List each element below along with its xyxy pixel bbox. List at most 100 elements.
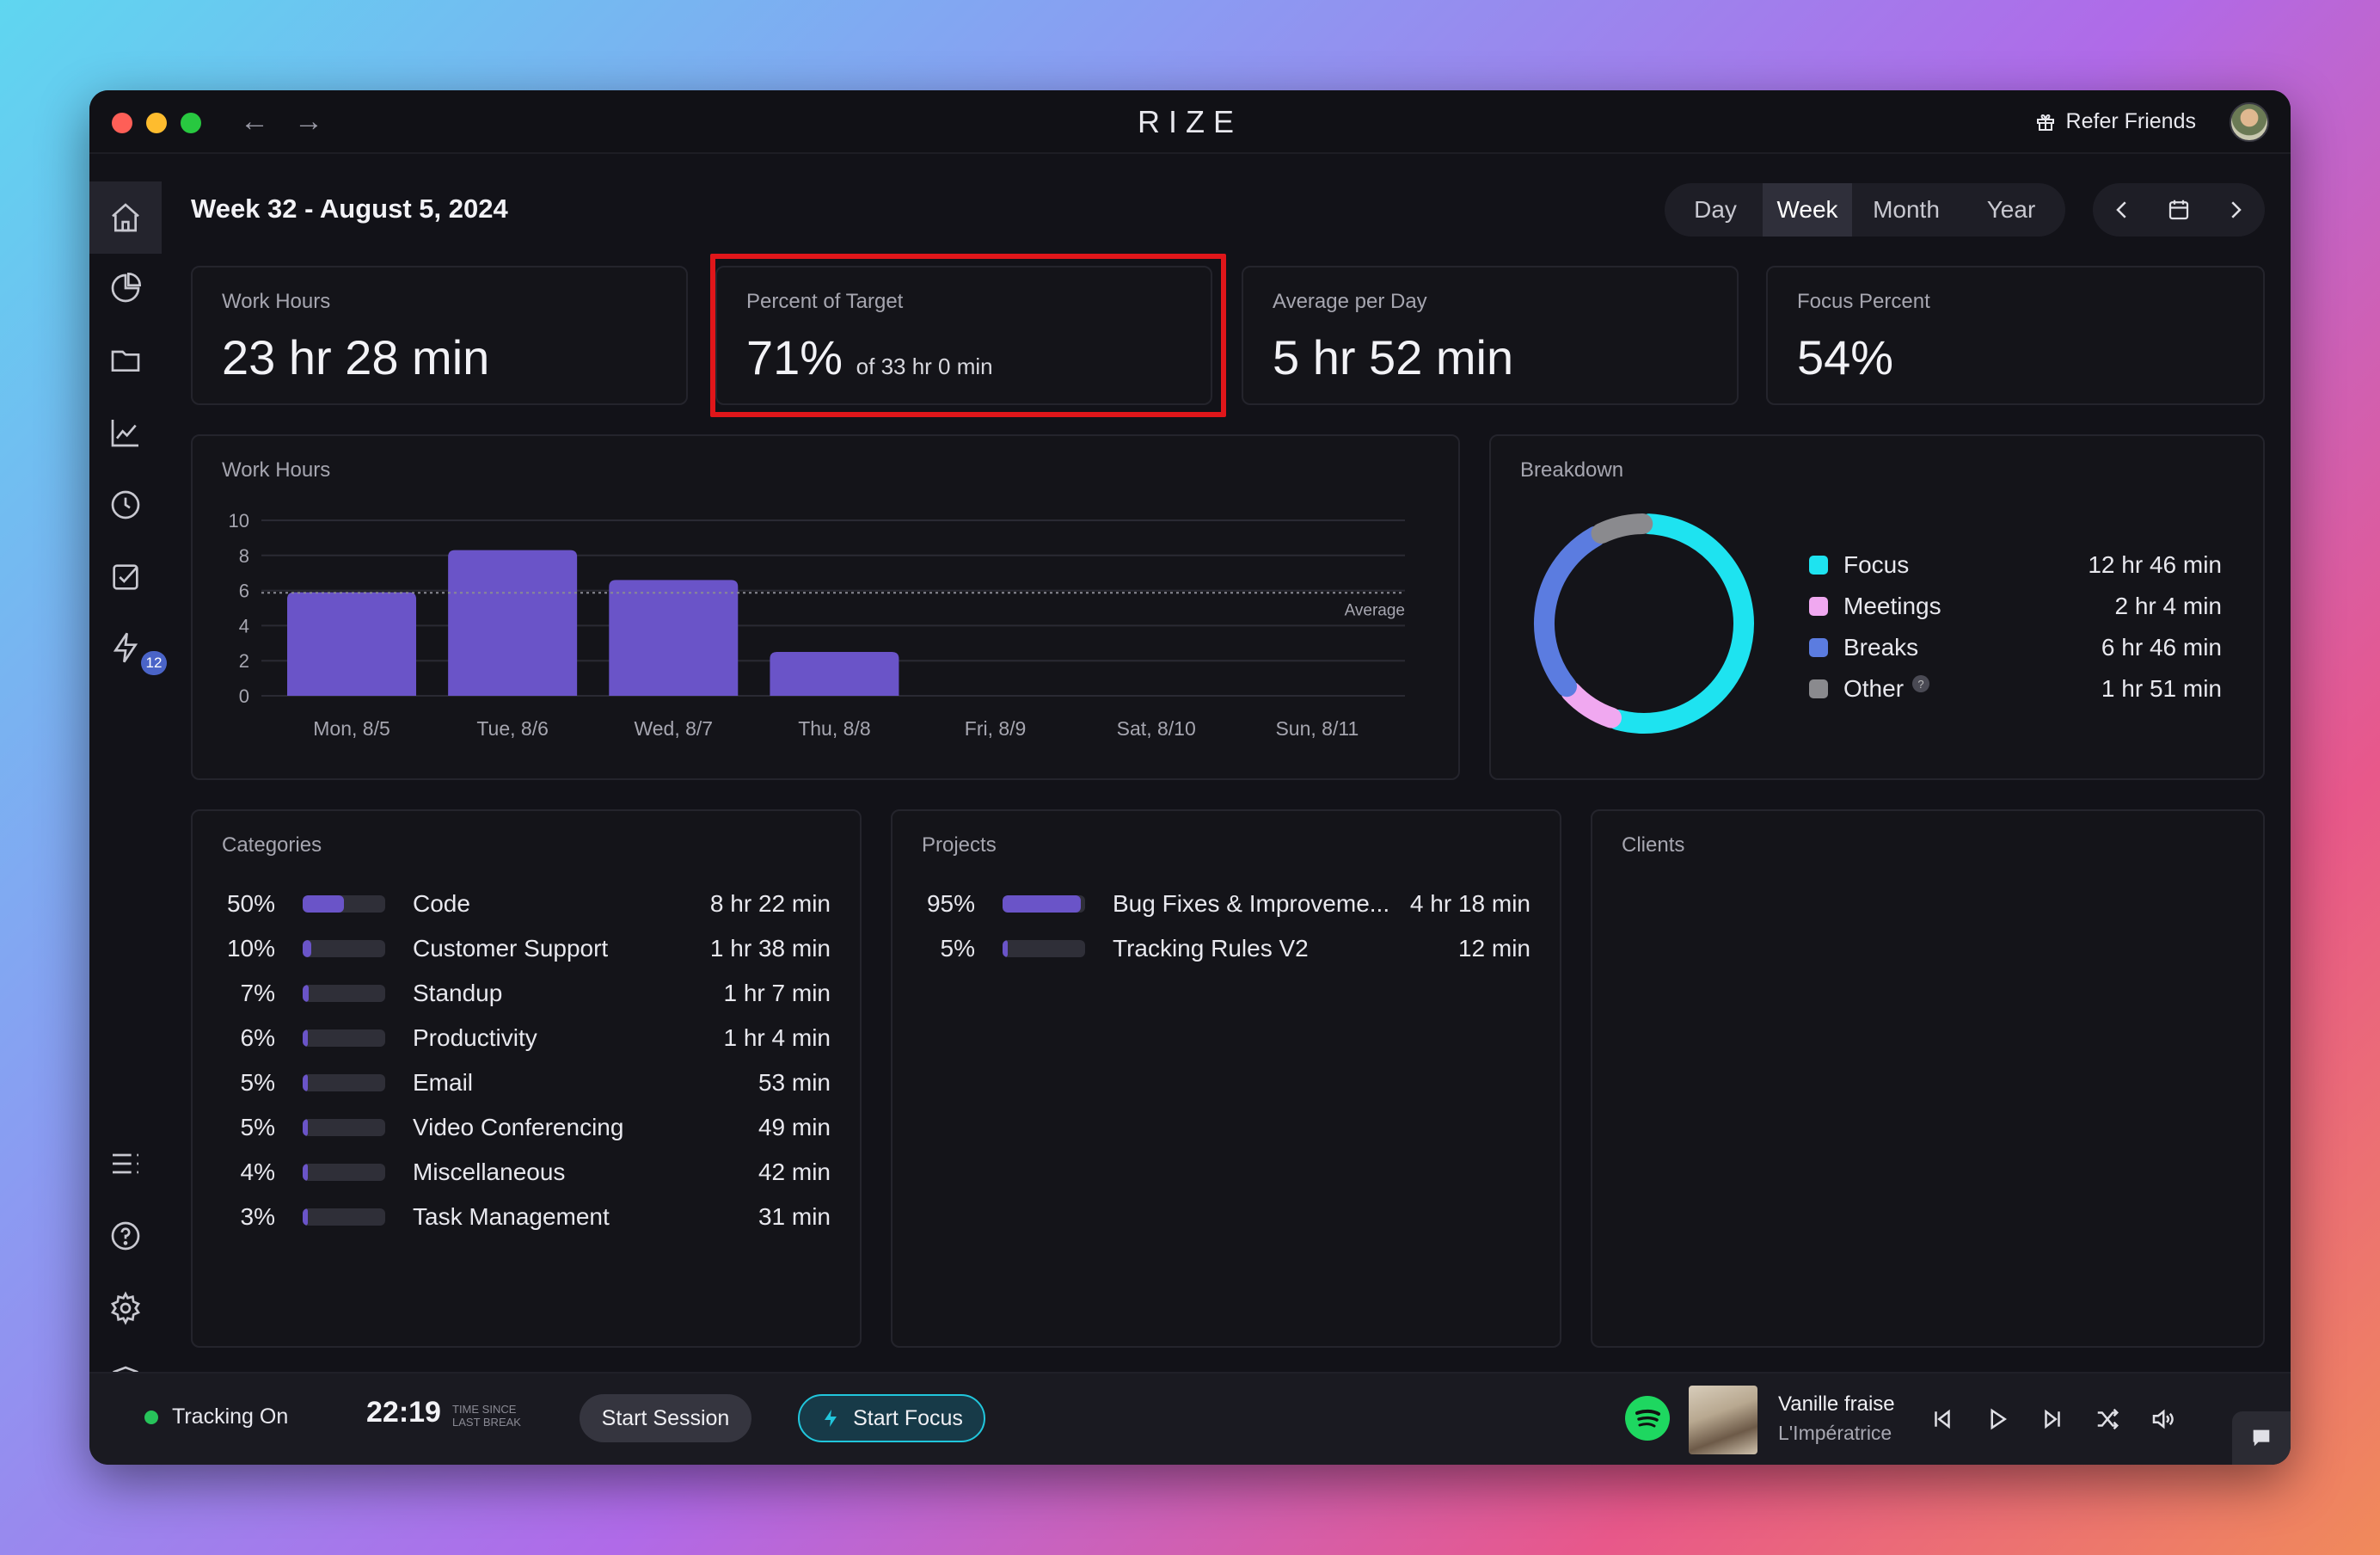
clients-card: Clients — [1591, 809, 2265, 1348]
help-circle-icon[interactable]: ? — [1912, 675, 1930, 692]
category-row[interactable]: 5% Video Conferencing 49 min — [224, 1110, 831, 1145]
home-icon[interactable] — [107, 199, 144, 237]
stat-card-average-per-day: Average per Day 5 hr 52 min — [1242, 266, 1739, 405]
highlight-box — [710, 254, 1226, 417]
chat-icon[interactable] — [2232, 1411, 2291, 1465]
timer-caption-line: TIME SINCE — [452, 1403, 517, 1416]
category-row[interactable]: 5% Email 53 min — [224, 1066, 831, 1100]
legend-name: Breaks — [1843, 634, 1919, 661]
app-window: ← → RIZE Refer Friends 12 — [89, 90, 2291, 1465]
previous-track-icon[interactable] — [1926, 1403, 1959, 1435]
category-time: 53 min — [758, 1069, 831, 1096]
category-row[interactable]: 7% Standup 1 hr 7 min — [224, 976, 831, 1011]
refer-friends-button[interactable]: Refer Friends — [2035, 109, 2196, 134]
category-progress-fill — [303, 1074, 308, 1091]
category-progress-fill — [303, 1208, 308, 1226]
category-name: Productivity — [413, 1024, 537, 1051]
chevron-left-icon[interactable] — [2105, 193, 2139, 227]
x-tick-label: Thu, 8/8 — [798, 717, 870, 740]
calendar-icon[interactable] — [2162, 193, 2196, 227]
project-row[interactable]: 5% Tracking Rules V2 12 min — [923, 931, 1530, 966]
donut-segment — [1534, 526, 1606, 698]
category-name: Miscellaneous — [413, 1159, 566, 1185]
category-percent: 5% — [240, 1114, 275, 1140]
minimize-window-button[interactable] — [146, 113, 167, 133]
spotify-icon[interactable] — [1625, 1396, 1670, 1441]
bar — [609, 580, 739, 696]
category-row[interactable]: 3% Task Management 31 min — [224, 1200, 831, 1234]
forward-arrow-icon[interactable]: → — [294, 105, 323, 138]
category-row[interactable]: 6% Productivity 1 hr 4 min — [224, 1021, 831, 1055]
clock-icon[interactable] — [107, 486, 144, 524]
user-avatar[interactable] — [2230, 102, 2269, 142]
x-tick-label: Tue, 8/6 — [476, 717, 549, 740]
category-progress-bar — [303, 895, 385, 913]
legend-name: Other — [1843, 675, 1905, 702]
timer-caption: TIME SINCE LAST BREAK — [452, 1403, 521, 1429]
period-week-tab[interactable]: Week — [1763, 183, 1852, 237]
project-name: Tracking Rules V2 — [1113, 935, 1309, 962]
project-progress-bar — [1003, 895, 1085, 913]
lightning-icon[interactable]: 12 — [107, 629, 167, 675]
category-row[interactable]: 50% Code 8 hr 22 min — [224, 887, 831, 921]
date-navigator — [2093, 183, 2265, 237]
category-name: Code — [413, 890, 470, 917]
category-percent: 10% — [226, 935, 275, 962]
category-percent: 50% — [226, 890, 275, 917]
line-chart-icon[interactable] — [107, 414, 144, 452]
timer-caption-line: LAST BREAK — [452, 1416, 521, 1429]
donut-segment — [1591, 513, 1653, 544]
period-day-tab[interactable]: Day — [1694, 196, 1737, 223]
period-month-tab[interactable]: Month — [1873, 196, 1940, 223]
category-row[interactable]: 4% Miscellaneous 42 min — [224, 1155, 831, 1189]
volume-icon[interactable] — [2146, 1403, 2179, 1435]
average-label: Average — [1345, 601, 1405, 619]
category-name: Task Management — [413, 1203, 610, 1230]
category-progress-fill — [303, 1119, 308, 1136]
category-time: 31 min — [758, 1203, 831, 1230]
category-row[interactable]: 10% Customer Support 1 hr 38 min — [224, 931, 831, 966]
notification-badge: 12 — [141, 651, 167, 675]
play-icon[interactable] — [1981, 1403, 2014, 1435]
legend-swatch — [1809, 679, 1828, 698]
categories-card: Categories 50% Code 8 hr 22 min 10% Customer… — [191, 809, 862, 1348]
category-time: 8 hr 22 min — [709, 890, 831, 917]
tracking-status[interactable]: Tracking On — [144, 1404, 288, 1429]
gear-icon[interactable] — [107, 1289, 144, 1327]
stat-card-work-hours: Work Hours 23 hr 28 min — [191, 266, 688, 405]
legend-swatch — [1809, 638, 1828, 657]
next-track-icon[interactable] — [2036, 1403, 2069, 1435]
start-session-button[interactable]: Start Session — [580, 1394, 751, 1442]
period-segmented-control: Day Week Month Year — [1665, 183, 2065, 237]
category-progress-bar — [303, 940, 385, 957]
category-progress-fill — [303, 940, 311, 957]
album-art — [1689, 1386, 1757, 1454]
category-percent: 5% — [240, 1069, 275, 1096]
y-tick-label: 2 — [239, 650, 249, 672]
chevron-right-icon[interactable] — [2218, 193, 2253, 227]
start-focus-button[interactable]: Start Focus — [798, 1394, 985, 1442]
breakdown-card: Breakdown Focus 12 hr 46 min Meetings 2 … — [1489, 434, 2265, 780]
help-icon[interactable] — [107, 1217, 144, 1255]
checkbox-icon[interactable] — [107, 558, 144, 596]
close-window-button[interactable] — [112, 113, 132, 133]
stat-label: Average per Day — [1273, 290, 1427, 313]
project-row[interactable]: 95% Bug Fixes & Improveme... 4 hr 18 min — [923, 887, 1530, 921]
menu-list-icon[interactable] — [107, 1145, 144, 1183]
sidebar: 12 — [89, 156, 167, 1395]
legend-name: Focus — [1843, 551, 1910, 578]
project-progress-fill — [1003, 895, 1082, 913]
category-percent: 7% — [240, 980, 275, 1006]
pie-chart-icon[interactable] — [107, 269, 144, 307]
category-progress-bar — [303, 985, 385, 1002]
legend-item-meetings: Meetings 2 hr 4 min — [1809, 589, 2222, 624]
period-year-tab[interactable]: Year — [1986, 196, 2036, 223]
stat-value: 54% — [1797, 330, 1894, 384]
sidebar-active-indicator — [89, 181, 162, 254]
category-name: Standup — [413, 980, 503, 1006]
maximize-window-button[interactable] — [181, 113, 201, 133]
back-arrow-icon[interactable]: ← — [240, 105, 269, 138]
shuffle-icon[interactable] — [2091, 1403, 2124, 1435]
folder-icon[interactable] — [107, 341, 144, 379]
legend-value: 1 hr 51 min — [2101, 675, 2222, 702]
